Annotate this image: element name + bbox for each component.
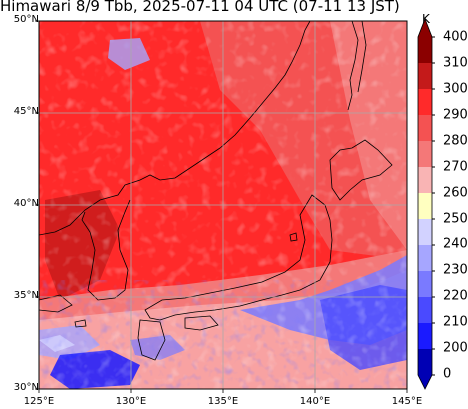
colorbar-segment (418, 323, 432, 349)
colorbar-segment (418, 89, 432, 115)
lon-label-130: 130°E (115, 396, 147, 407)
lon-label-145: 145°E (391, 396, 423, 407)
colorbar-segment (418, 297, 432, 323)
colorbar-label: 400 (443, 29, 468, 45)
lon-label-135: 135°E (207, 396, 239, 407)
colorbar-label: 280 (443, 133, 468, 149)
lat-label-30: 30°N (13, 382, 39, 393)
map-title: Himawari 8/9 Tbb, 2025-07-11 04 UTC (07-… (0, 0, 400, 15)
colorbar-label: 230 (443, 262, 468, 278)
lat-label-40: 40°N (13, 198, 39, 209)
colorbar-segment (418, 193, 432, 219)
lon-label-125: 125°E (23, 396, 55, 407)
colorbar-label: 220 (443, 288, 468, 304)
colorbar-segment (418, 141, 432, 167)
colorbar-label: 240 (443, 236, 468, 252)
colorbar-segment (418, 219, 432, 245)
colorbar-label: 270 (443, 159, 468, 175)
lon-label-140: 140°E (299, 396, 331, 407)
colorbar-label: 210 (443, 314, 468, 330)
lat-label-50: 50°N (13, 14, 39, 25)
colorbar-label: 0 (443, 366, 452, 382)
colorbar-segment (418, 271, 432, 297)
colorbar-label: 290 (443, 107, 468, 123)
colorbar-label: 260 (443, 185, 468, 201)
colorbar-label: 200 (443, 340, 468, 356)
colorbar-segment (418, 245, 432, 271)
map-border (38, 20, 408, 390)
colorbar-segment (418, 115, 432, 141)
colorbar-label: 250 (443, 211, 468, 227)
colorbar-segment (418, 167, 432, 193)
colorbar-unit: K (422, 12, 430, 26)
colorbar-label: 310 (443, 55, 468, 71)
colorbar-top-arrow (418, 19, 432, 63)
colorbar (417, 17, 435, 390)
colorbar-segment (418, 63, 432, 89)
lat-label-45: 45°N (13, 106, 39, 117)
colorbar-label: 300 (443, 81, 468, 97)
lat-label-35: 35°N (13, 290, 39, 301)
colorbar-bottom-arrow (418, 349, 432, 389)
